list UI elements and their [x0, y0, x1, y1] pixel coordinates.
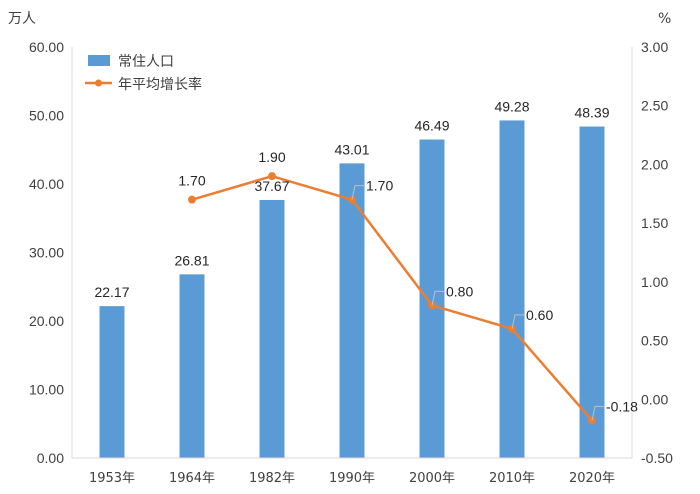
legend-line-marker: [95, 79, 102, 87]
category-label: 1990年: [329, 471, 375, 486]
left-tick-label: 40.00: [29, 176, 64, 192]
right-tick-label: 0.00: [641, 391, 668, 407]
right-tick-label: 2.00: [641, 156, 668, 172]
category-label: 1953年: [89, 471, 135, 486]
bar-data-label: 49.28: [494, 98, 529, 114]
growth-rate-point: [268, 172, 276, 181]
left-tick-label: 10.00: [29, 382, 64, 398]
category-label: 2000年: [409, 471, 455, 486]
line-label-leader: [511, 314, 524, 329]
category-label: 2020年: [569, 471, 615, 486]
growth-rate-line: [191, 174, 593, 422]
left-axis-unit: 万人: [8, 11, 36, 27]
bar-data-label: 43.01: [334, 141, 369, 157]
line-layer: [188, 172, 596, 425]
line-data-label: 1.90: [258, 149, 285, 165]
legend: 常住人口 年平均增长率: [85, 54, 202, 93]
category-label: 1982年: [249, 471, 295, 486]
line-data-label: 0.60: [526, 307, 553, 323]
labels-layer: 22.17 26.81 37.67 43.01 46.49 49.28 48.39 1.70 1…: [94, 98, 638, 421]
line-label-leader: [351, 185, 364, 200]
category-label: 2010年: [489, 471, 535, 486]
left-tick-label: 30.00: [29, 245, 64, 261]
right-tick-label: 1.00: [641, 274, 668, 290]
bar-data-label: 37.67: [254, 178, 289, 194]
bar-data-label: 48.39: [574, 105, 609, 121]
left-tick-label: 0.00: [37, 450, 64, 466]
right-tick-label: 1.50: [641, 215, 668, 231]
legend-line-label: 年平均增长率: [118, 76, 202, 93]
bar: [499, 120, 525, 458]
legend-bar-swatch: [88, 55, 110, 66]
bar: [99, 306, 125, 458]
right-tick-label: 0.50: [641, 333, 668, 349]
right-tick-label: 2.50: [641, 98, 668, 114]
line-label-leader: [431, 290, 444, 306]
bar: [579, 126, 605, 458]
legend-bar-label: 常住人口: [118, 54, 174, 70]
axes-layer: 0.00 10.00 20.00 30.00 40.00 50.00 60.00 -0.50 0…: [29, 39, 673, 486]
line-data-label: -0.18: [606, 398, 638, 414]
left-tick-label: 50.00: [29, 108, 64, 124]
growth-rate-point: [188, 195, 196, 204]
bar-data-label: 22.17: [94, 284, 129, 300]
left-tick-label: 20.00: [29, 313, 64, 329]
left-tick-label: 60.00: [29, 39, 64, 55]
line-data-label: 0.80: [446, 283, 473, 299]
line-label-leader: [591, 405, 604, 421]
right-axis-unit: %: [658, 11, 671, 27]
category-label: 1964年: [169, 471, 215, 486]
bar-data-label: 26.81: [174, 252, 209, 268]
bar: [419, 139, 445, 458]
bar: [259, 199, 285, 458]
right-tick-label: 3.00: [641, 39, 668, 55]
line-data-label: 1.70: [178, 173, 205, 189]
line-data-label: 1.70: [366, 178, 393, 194]
right-tick-label: -0.50: [641, 450, 673, 466]
bar: [339, 163, 365, 458]
bar: [179, 274, 205, 458]
bars-layer: [99, 120, 605, 458]
bar-data-label: 46.49: [414, 118, 449, 134]
